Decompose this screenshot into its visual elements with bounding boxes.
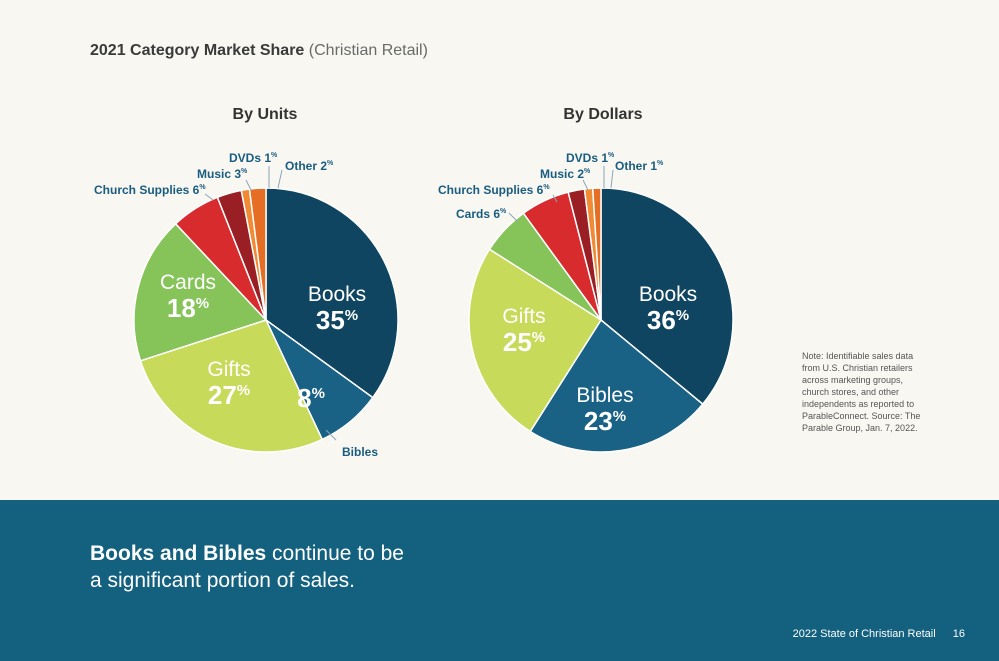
dollars-label-music-percent: %: [584, 168, 591, 175]
dollars-label-other-percent: %: [657, 160, 664, 167]
page-number: 16: [952, 628, 965, 640]
dollars-slice-books: [600, 187, 734, 406]
headline-rest: continue to be: [266, 542, 404, 565]
units-slice-cards: [133, 222, 268, 362]
dollars-chart-title: By Dollars: [563, 106, 643, 123]
units-label-bibles-name: Bibles: [342, 445, 378, 459]
dollars-label-books-percent: %: [676, 307, 689, 324]
headline-line2: a significant portion of sales.: [90, 569, 355, 592]
dollars-label-dvds: DVDs 1%: [566, 151, 615, 165]
title-bold: 2021 Category Market Share: [90, 42, 305, 59]
units-label-music-percent: %: [241, 168, 248, 175]
units-chart-title: By Units: [232, 106, 298, 123]
units-label-gifts-percent: %: [237, 382, 250, 399]
units-slice-books: [265, 187, 399, 399]
units-leader-music: [245, 179, 252, 191]
units-label-gifts-value: 27%: [208, 380, 250, 410]
headline: Books and Bibles continue to be a signif…: [90, 540, 404, 594]
units-label-church_supplies: Church Supplies 6%: [94, 183, 206, 197]
dollars-label-cards: Cards 6%: [456, 207, 507, 221]
units-label-gifts-name: Gifts: [207, 358, 250, 381]
units-label-cards-value: 18%: [167, 293, 209, 323]
page-title: 2021 Category Market Share (Christian Re…: [90, 42, 428, 60]
units-label-dvds-percent: %: [271, 152, 278, 159]
units-label-cards-percent: %: [196, 295, 209, 312]
units-label-church_supplies-percent: %: [199, 184, 206, 191]
units-label-dvds: DVDs 1%: [229, 151, 278, 165]
dollars-slice-other: [591, 187, 602, 321]
units-label-books-name: Books: [308, 283, 366, 306]
units-leader-church_supplies: [204, 193, 214, 201]
units-label-music: Music 3%: [197, 167, 248, 181]
dollars-label-bibles-name: Bibles: [576, 384, 633, 407]
dollars-label-gifts-percent: %: [532, 329, 545, 346]
dollars-leader-cards: [508, 212, 519, 223]
dollars-leader-other: [610, 169, 614, 189]
dollars-slice-bibles: [529, 318, 704, 453]
dollars-leader-music: [582, 179, 589, 191]
dollars-label-music: Music 2%: [540, 167, 591, 181]
units-label-cards-name: Cards: [160, 271, 216, 294]
units-label-bibles-percent: %: [312, 385, 325, 402]
dollars-label-church_supplies: Church Supplies 6%: [438, 183, 550, 197]
dollars-label-church_supplies-percent: %: [543, 184, 550, 191]
dollars-leader-church_supplies: [552, 194, 558, 203]
dollars-label-books-name: Books: [639, 283, 697, 306]
dollars-label-dvds-percent: %: [608, 152, 615, 159]
page-footer: 2022 State of Christian Retail 16: [793, 628, 965, 640]
dollars-slice-gifts: [468, 248, 603, 433]
dollars-label-other: Other 1%: [615, 159, 664, 173]
footer-band: Books and Bibles continue to be a signif…: [0, 500, 999, 661]
units-slice-other: [248, 187, 267, 321]
units-leader-other: [277, 169, 283, 189]
units-label-books-percent: %: [345, 307, 358, 324]
dollars-label-bibles-percent: %: [613, 408, 626, 425]
units-label-other-percent: %: [327, 160, 334, 167]
units-label-other: Other 2%: [285, 159, 334, 173]
headline-bold: Books and Bibles: [90, 542, 267, 565]
units-leader-bibles-name: [325, 429, 337, 441]
units-slice-gifts: [139, 319, 324, 453]
title-subtitle: (Christian Retail): [308, 42, 428, 59]
dollars-label-gifts-name: Gifts: [502, 305, 545, 328]
source-note: Note: Identifiable sales data from U.S. …: [802, 351, 921, 433]
footer-label: 2022 State of Christian Retail: [792, 628, 936, 640]
dollars-label-cards-percent: %: [500, 208, 507, 215]
